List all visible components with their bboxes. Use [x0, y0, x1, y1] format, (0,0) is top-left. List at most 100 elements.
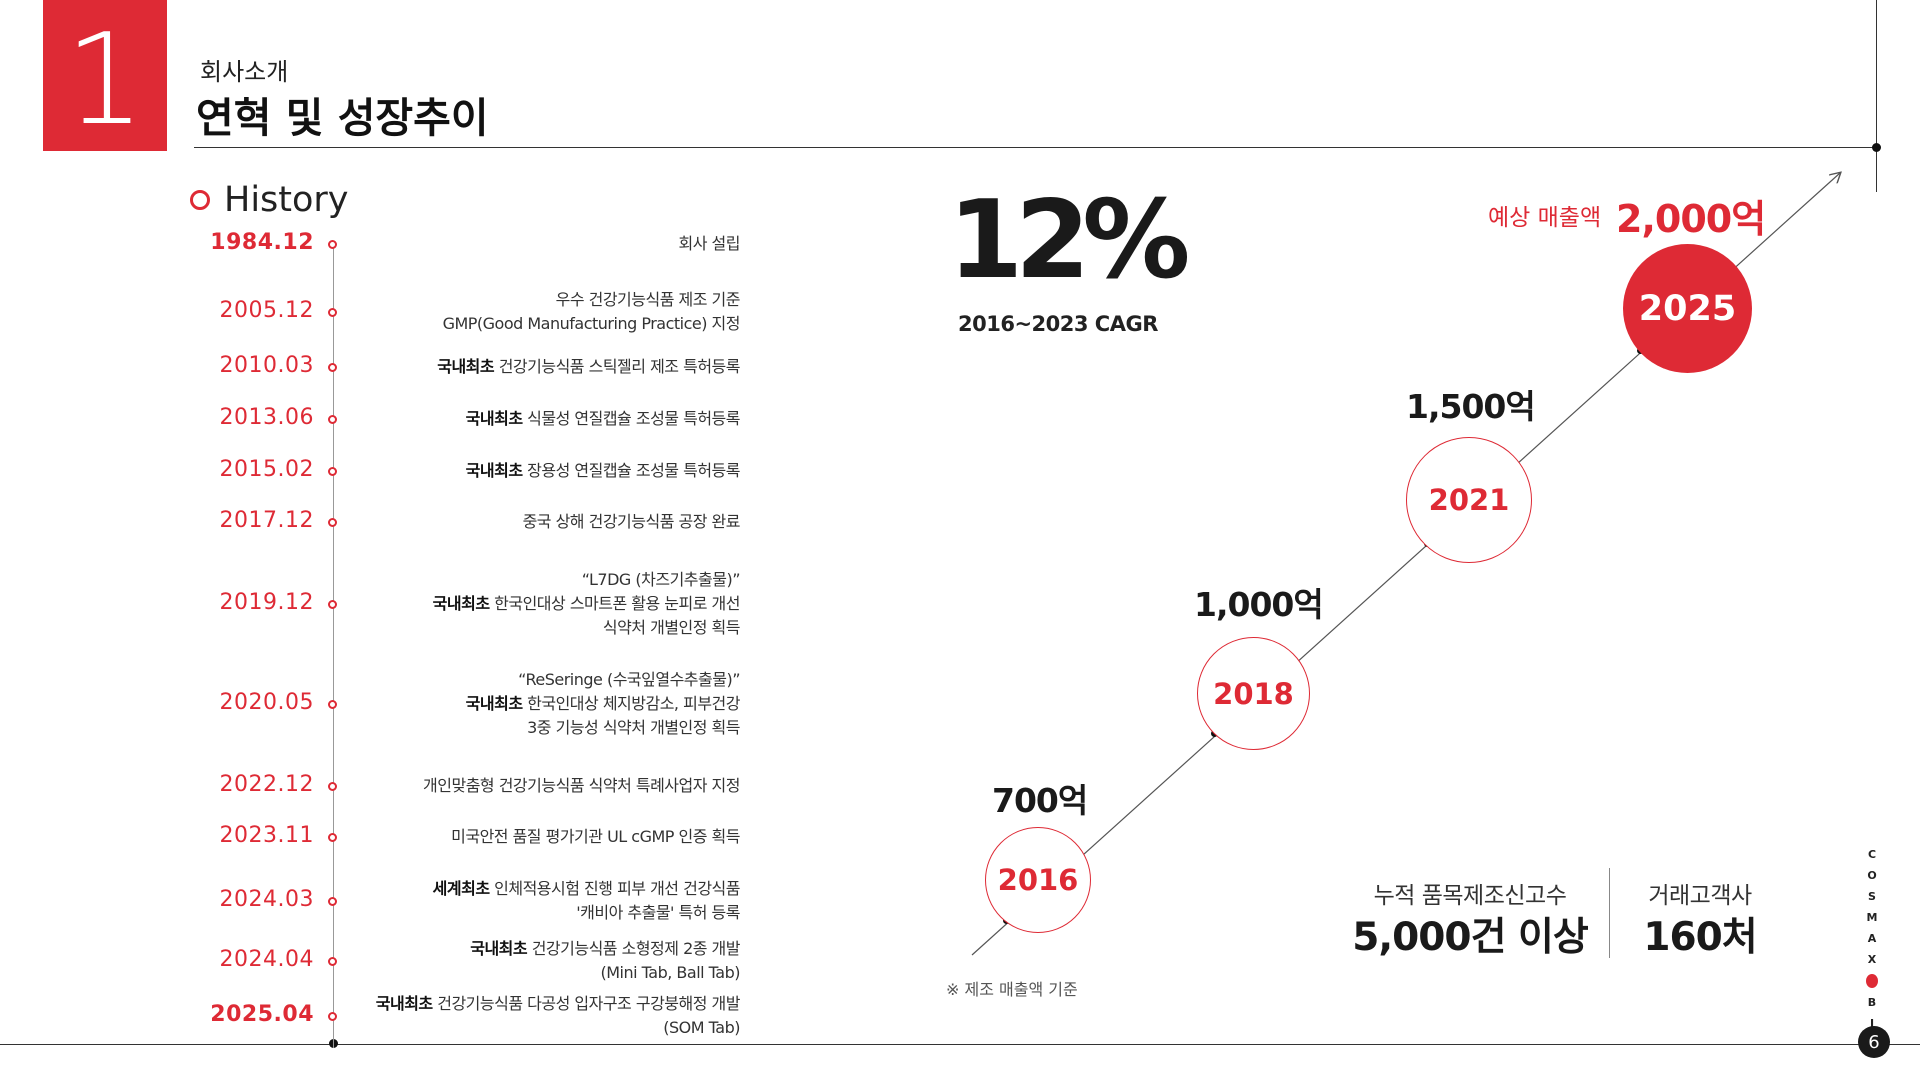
timeline-description-line: 국내최초 한국인대상 스마트폰 활용 눈피로 개선	[432, 594, 741, 613]
timeline-description-line: 식약처 개별인정 획득	[602, 618, 741, 637]
timeline-line	[333, 246, 334, 1048]
timeline-dot	[328, 700, 337, 709]
timeline-date: 2025.04	[210, 1002, 314, 1027]
timeline-item: 2024.04 국내최초 건강기능식품 소형정제 2종 개발 (Mini Tab, …	[0, 937, 741, 985]
stat-value-registrations: 5,000건 이상	[1352, 915, 1589, 960]
timeline-description-line: “ReSeringe (수국잎열수추출물)”	[518, 670, 740, 689]
timeline-description: “ReSeringe (수국잎열수추출물)” 국내최초 한국인대상 체지방감소, …	[340, 668, 741, 740]
timeline-description-line: '캐비아 추출물' 특허 등록	[576, 903, 740, 922]
timeline-item: 2015.02 국내최초 장용성 연질캡슐 조성물 특허등록	[0, 457, 741, 483]
timeline-item: 2022.12 개인맞춤형 건강기능식품 식약처 특례사업자 지정	[0, 772, 741, 798]
forecast-label: 예상 매출액	[1488, 205, 1602, 231]
timeline-dot	[328, 782, 337, 791]
year-circle-2016: 2016	[985, 827, 1091, 933]
timeline-description: 국내최초 장용성 연질캡슐 조성물 특허등록	[465, 461, 741, 480]
section-number: 1	[64, 6, 146, 153]
brand-logo-vertical: C O S M A X B I O	[1862, 848, 1882, 1051]
brand-letter: A	[1867, 932, 1877, 945]
timeline-date: 1984.12	[210, 230, 314, 255]
stat-label-registrations: 누적 품목제조신고수	[1373, 883, 1567, 909]
brand-letter: C	[1867, 848, 1877, 861]
timeline-date: 2005.12	[219, 298, 314, 323]
brand-mark-icon	[1866, 974, 1878, 988]
footer-divider	[0, 1044, 1920, 1045]
page-title: 연혁 및 성장추이	[196, 94, 489, 142]
timeline-item: 2010.03 국내최초 건강기능식품 스틱젤리 제조 특허등록	[0, 353, 741, 379]
timeline-description-line: (Mini Tab, Ball Tab)	[600, 963, 740, 982]
timeline-dot	[328, 308, 337, 317]
timeline-date: 2019.12	[219, 590, 314, 615]
timeline-item: 2005.12 우수 건강기능식품 제조 기준 GMP(Good Manufactu…	[0, 288, 741, 336]
footnote: ※ 제조 매출액 기준	[946, 980, 1078, 999]
frame-vertical-line	[1876, 0, 1877, 192]
value-2018: 1,000억	[1194, 585, 1324, 624]
timeline-description: 국내최초 건강기능식품 소형정제 2종 개발 (Mini Tab, Ball Ta…	[340, 937, 740, 985]
cagr-value: 12%	[948, 178, 1190, 303]
value-2016: 700억	[992, 781, 1088, 820]
hexagon-bullet-icon	[190, 190, 210, 210]
timeline-item: 2024.03 세계최초 인체적용시험 진행 피부 개선 건강식품 '캐비아 추출물…	[0, 877, 741, 925]
value-2025: 2,000억	[1616, 197, 1766, 241]
timeline-date: 2015.02	[219, 457, 314, 482]
year-circle-2018: 2018	[1197, 637, 1310, 750]
brand-letter: I	[1869, 1017, 1875, 1030]
timeline-item: 1984.12 회사 설립	[0, 230, 741, 256]
timeline-item: 2017.12 중국 상해 건강기능식품 공장 완료	[0, 508, 741, 534]
timeline-dot	[328, 363, 337, 372]
section-number-block	[43, 0, 167, 151]
timeline-dot	[328, 957, 337, 966]
stat-label-clients: 거래고객사	[1648, 883, 1752, 909]
brand-letter: S	[1868, 890, 1876, 903]
timeline-item: 2019.12 “L7DG (차즈기추출물)” 국내최초 한국인대상 스마트폰 활용…	[0, 568, 741, 640]
timeline-date: 2013.06	[219, 405, 314, 430]
timeline-description: 국내최초 식물성 연질캡슐 조성물 특허등록	[465, 409, 741, 428]
page-number: 6	[1858, 1026, 1890, 1058]
timeline-description: 개인맞춤형 건강기능식품 식약처 특례사업자 지정	[423, 776, 740, 795]
brand-letter: X	[1867, 953, 1877, 966]
timeline-item: 2023.11 미국안전 품질 평가기관 UL cGMP 인증 획득	[0, 823, 741, 849]
timeline-description: 우수 건강기능식품 제조 기준 GMP(Good Manufacturing Pr…	[340, 288, 741, 336]
timeline-description: 중국 상해 건강기능식품 공장 완료	[522, 512, 741, 531]
timeline-dot	[328, 897, 337, 906]
timeline-description-line: GMP(Good Manufacturing Practice) 지정	[442, 314, 741, 333]
timeline-dot	[328, 415, 337, 424]
timeline-description: 회사 설립	[678, 234, 741, 253]
year-circle-2021: 2021	[1406, 437, 1532, 563]
timeline-item: 2025.04 국내최초 건강기능식품 다공성 입자구조 구강붕해정 개발 (SOM…	[0, 992, 740, 1040]
timeline-description-line: (SOM Tab)	[663, 1018, 740, 1037]
timeline-date: 2017.12	[219, 508, 314, 533]
timeline-description-line: 국내최초 건강기능식품 다공성 입자구조 구강붕해정 개발	[375, 994, 741, 1013]
timeline-description-line: “L7DG (차즈기추출물)”	[581, 570, 741, 589]
cagr-label: 2016~2023 CAGR	[958, 312, 1158, 336]
timeline-item: 2013.06 국내최초 식물성 연질캡슐 조성물 특허등록	[0, 405, 741, 431]
timeline-dot	[328, 240, 337, 249]
brand-letter: B	[1867, 996, 1877, 1009]
timeline-description: 국내최초 건강기능식품 스틱젤리 제조 특허등록	[437, 357, 740, 376]
year-circle-2025: 2025	[1623, 244, 1752, 373]
value-2021: 1,500억	[1406, 387, 1536, 426]
timeline-dot	[328, 1012, 337, 1021]
brand-letter: M	[1866, 911, 1878, 924]
timeline-dot	[328, 467, 337, 476]
timeline-dot	[328, 600, 337, 609]
history-heading-text: History	[224, 180, 349, 220]
frame-corner-dot	[1872, 143, 1881, 152]
timeline-dot	[328, 518, 337, 527]
stat-value-clients: 160처	[1643, 915, 1757, 960]
timeline-description: 미국안전 품질 평가기관 UL cGMP 인증 획득	[451, 827, 740, 846]
timeline-description-line: 국내최초 건강기능식품 소형정제 2종 개발	[470, 939, 740, 958]
timeline-item: 2020.05 “ReSeringe (수국잎열수추출물)” 국내최초 한국인대상 …	[0, 668, 741, 740]
section-subtitle: 회사소개	[200, 58, 289, 86]
timeline-description-line: 우수 건강기능식품 제조 기준	[555, 290, 741, 309]
timeline-date: 2024.04	[219, 947, 314, 972]
timeline-description: “L7DG (차즈기추출물)” 국내최초 한국인대상 스마트폰 활용 눈피로 개선…	[340, 568, 741, 640]
timeline-date: 2022.12	[219, 772, 314, 797]
timeline-description-line: 세계최초 인체적용시험 진행 피부 개선 건강식품	[432, 879, 741, 898]
timeline-date: 2023.11	[219, 823, 314, 848]
timeline-description: 국내최초 건강기능식품 다공성 입자구조 구강붕해정 개발 (SOM Tab)	[340, 992, 741, 1040]
timeline-date: 2010.03	[219, 353, 314, 378]
timeline-description-line: 3중 기능성 식약처 개별인정 획득	[527, 718, 740, 737]
timeline-date: 2020.05	[219, 690, 314, 715]
stat-divider	[1609, 868, 1610, 958]
timeline-dot	[328, 833, 337, 842]
